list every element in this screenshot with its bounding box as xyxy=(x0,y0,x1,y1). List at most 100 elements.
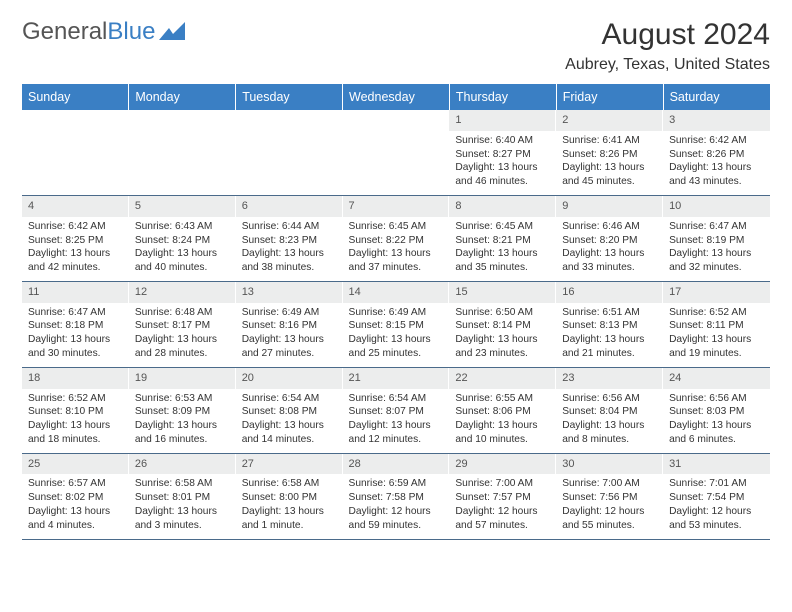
day-number: 16 xyxy=(556,282,663,303)
sunrise-line: Sunrise: 6:58 AM xyxy=(135,477,230,491)
logo-text-1: General xyxy=(22,18,107,46)
daylight-line: Daylight: 13 hours and 1 minute. xyxy=(242,505,337,533)
day-details: Sunrise: 6:46 AMSunset: 8:20 PMDaylight:… xyxy=(556,217,663,281)
daylight-line: Daylight: 13 hours and 21 minutes. xyxy=(562,333,657,361)
day-details: Sunrise: 6:45 AMSunset: 8:21 PMDaylight:… xyxy=(449,217,556,281)
daylight-line: Daylight: 13 hours and 32 minutes. xyxy=(669,247,764,275)
day-details: Sunrise: 6:56 AMSunset: 8:04 PMDaylight:… xyxy=(556,389,663,453)
sunrise-line: Sunrise: 6:42 AM xyxy=(669,134,764,148)
sunset-line: Sunset: 8:18 PM xyxy=(28,319,123,333)
sunset-line: Sunset: 8:10 PM xyxy=(28,405,123,419)
calendar-day-cell: 16Sunrise: 6:51 AMSunset: 8:13 PMDayligh… xyxy=(556,281,663,367)
day-number: 4 xyxy=(22,196,129,217)
calendar-day-cell: 7Sunrise: 6:45 AMSunset: 8:22 PMDaylight… xyxy=(343,195,450,281)
sunset-line: Sunset: 7:57 PM xyxy=(455,491,550,505)
day-details: Sunrise: 6:41 AMSunset: 8:26 PMDaylight:… xyxy=(556,131,663,195)
daylight-line: Daylight: 13 hours and 30 minutes. xyxy=(28,333,123,361)
day-details: Sunrise: 6:42 AMSunset: 8:26 PMDaylight:… xyxy=(663,131,770,195)
day-number: 17 xyxy=(663,282,770,303)
day-number: 9 xyxy=(556,196,663,217)
sunset-line: Sunset: 8:00 PM xyxy=(242,491,337,505)
calendar-week-row: 1Sunrise: 6:40 AMSunset: 8:27 PMDaylight… xyxy=(22,110,770,195)
sunrise-line: Sunrise: 6:47 AM xyxy=(669,220,764,234)
daylight-line: Daylight: 13 hours and 27 minutes. xyxy=(242,333,337,361)
day-number: 3 xyxy=(663,110,770,131)
weekday-header: Monday xyxy=(129,84,236,110)
sunrise-line: Sunrise: 6:54 AM xyxy=(349,392,444,406)
day-details: Sunrise: 6:47 AMSunset: 8:19 PMDaylight:… xyxy=(663,217,770,281)
calendar-day-cell: 25Sunrise: 6:57 AMSunset: 8:02 PMDayligh… xyxy=(22,453,129,539)
sunset-line: Sunset: 8:03 PM xyxy=(669,405,764,419)
day-details: Sunrise: 6:58 AMSunset: 8:01 PMDaylight:… xyxy=(129,474,236,538)
calendar-day-cell: 31Sunrise: 7:01 AMSunset: 7:54 PMDayligh… xyxy=(663,453,770,539)
day-details: Sunrise: 6:57 AMSunset: 8:02 PMDaylight:… xyxy=(22,474,129,538)
sunrise-line: Sunrise: 6:51 AM xyxy=(562,306,657,320)
day-number: 21 xyxy=(343,368,450,389)
day-number: 2 xyxy=(556,110,663,131)
calendar-day-cell: 13Sunrise: 6:49 AMSunset: 8:16 PMDayligh… xyxy=(236,281,343,367)
calendar-day-cell: 12Sunrise: 6:48 AMSunset: 8:17 PMDayligh… xyxy=(129,281,236,367)
calendar-day-cell: 18Sunrise: 6:52 AMSunset: 8:10 PMDayligh… xyxy=(22,367,129,453)
day-details: Sunrise: 6:51 AMSunset: 8:13 PMDaylight:… xyxy=(556,303,663,367)
sunset-line: Sunset: 8:27 PM xyxy=(455,148,550,162)
day-details: Sunrise: 6:52 AMSunset: 8:10 PMDaylight:… xyxy=(22,389,129,453)
daylight-line: Daylight: 13 hours and 37 minutes. xyxy=(349,247,444,275)
sunset-line: Sunset: 8:24 PM xyxy=(135,234,230,248)
calendar-day-cell: 9Sunrise: 6:46 AMSunset: 8:20 PMDaylight… xyxy=(556,195,663,281)
day-details: Sunrise: 6:55 AMSunset: 8:06 PMDaylight:… xyxy=(449,389,556,453)
sunrise-line: Sunrise: 6:49 AM xyxy=(349,306,444,320)
daylight-line: Daylight: 13 hours and 28 minutes. xyxy=(135,333,230,361)
daylight-line: Daylight: 13 hours and 19 minutes. xyxy=(669,333,764,361)
daylight-line: Daylight: 13 hours and 35 minutes. xyxy=(455,247,550,275)
daylight-line: Daylight: 13 hours and 40 minutes. xyxy=(135,247,230,275)
sunset-line: Sunset: 8:09 PM xyxy=(135,405,230,419)
page-header: GeneralBlue August 2024 Aubrey, Texas, U… xyxy=(22,18,770,74)
day-details: Sunrise: 7:01 AMSunset: 7:54 PMDaylight:… xyxy=(663,474,770,538)
calendar-day-cell: 14Sunrise: 6:49 AMSunset: 8:15 PMDayligh… xyxy=(343,281,450,367)
sunrise-line: Sunrise: 6:49 AM xyxy=(242,306,337,320)
calendar-page: GeneralBlue August 2024 Aubrey, Texas, U… xyxy=(0,0,792,558)
daylight-line: Daylight: 13 hours and 46 minutes. xyxy=(455,161,550,189)
calendar-day-cell: 21Sunrise: 6:54 AMSunset: 8:07 PMDayligh… xyxy=(343,367,450,453)
sunset-line: Sunset: 7:58 PM xyxy=(349,491,444,505)
calendar-week-row: 25Sunrise: 6:57 AMSunset: 8:02 PMDayligh… xyxy=(22,453,770,539)
sunset-line: Sunset: 7:56 PM xyxy=(562,491,657,505)
day-details: Sunrise: 6:42 AMSunset: 8:25 PMDaylight:… xyxy=(22,217,129,281)
sunset-line: Sunset: 8:20 PM xyxy=(562,234,657,248)
day-number: 30 xyxy=(556,454,663,475)
day-number: 15 xyxy=(449,282,556,303)
calendar-day-cell: 2Sunrise: 6:41 AMSunset: 8:26 PMDaylight… xyxy=(556,110,663,195)
day-number: 26 xyxy=(129,454,236,475)
daylight-line: Daylight: 13 hours and 6 minutes. xyxy=(669,419,764,447)
day-number: 8 xyxy=(449,196,556,217)
day-details: Sunrise: 6:43 AMSunset: 8:24 PMDaylight:… xyxy=(129,217,236,281)
logo-text-2: Blue xyxy=(107,18,155,46)
calendar-day-cell: 6Sunrise: 6:44 AMSunset: 8:23 PMDaylight… xyxy=(236,195,343,281)
calendar-week-row: 11Sunrise: 6:47 AMSunset: 8:18 PMDayligh… xyxy=(22,281,770,367)
sunrise-line: Sunrise: 6:57 AM xyxy=(28,477,123,491)
day-details: Sunrise: 6:47 AMSunset: 8:18 PMDaylight:… xyxy=(22,303,129,367)
location: Aubrey, Texas, United States xyxy=(565,56,770,74)
calendar-day-cell: 1Sunrise: 6:40 AMSunset: 8:27 PMDaylight… xyxy=(449,110,556,195)
sunset-line: Sunset: 8:25 PM xyxy=(28,234,123,248)
weekday-header: Friday xyxy=(556,84,663,110)
daylight-line: Daylight: 12 hours and 57 minutes. xyxy=(455,505,550,533)
sunrise-line: Sunrise: 6:52 AM xyxy=(669,306,764,320)
sunrise-line: Sunrise: 6:56 AM xyxy=(669,392,764,406)
sunrise-line: Sunrise: 6:50 AM xyxy=(455,306,550,320)
day-details: Sunrise: 6:49 AMSunset: 8:16 PMDaylight:… xyxy=(236,303,343,367)
sunset-line: Sunset: 8:26 PM xyxy=(562,148,657,162)
daylight-line: Daylight: 13 hours and 42 minutes. xyxy=(28,247,123,275)
sunset-line: Sunset: 8:07 PM xyxy=(349,405,444,419)
day-number: 7 xyxy=(343,196,450,217)
day-details: Sunrise: 6:54 AMSunset: 8:08 PMDaylight:… xyxy=(236,389,343,453)
sunset-line: Sunset: 8:01 PM xyxy=(135,491,230,505)
logo: GeneralBlue xyxy=(22,18,185,46)
sunset-line: Sunset: 8:21 PM xyxy=(455,234,550,248)
logo-mark-icon xyxy=(159,22,185,42)
day-details: Sunrise: 6:59 AMSunset: 7:58 PMDaylight:… xyxy=(343,474,450,538)
calendar-day-cell: 8Sunrise: 6:45 AMSunset: 8:21 PMDaylight… xyxy=(449,195,556,281)
sunset-line: Sunset: 8:13 PM xyxy=(562,319,657,333)
calendar-day-cell: 30Sunrise: 7:00 AMSunset: 7:56 PMDayligh… xyxy=(556,453,663,539)
calendar-day-cell: 15Sunrise: 6:50 AMSunset: 8:14 PMDayligh… xyxy=(449,281,556,367)
